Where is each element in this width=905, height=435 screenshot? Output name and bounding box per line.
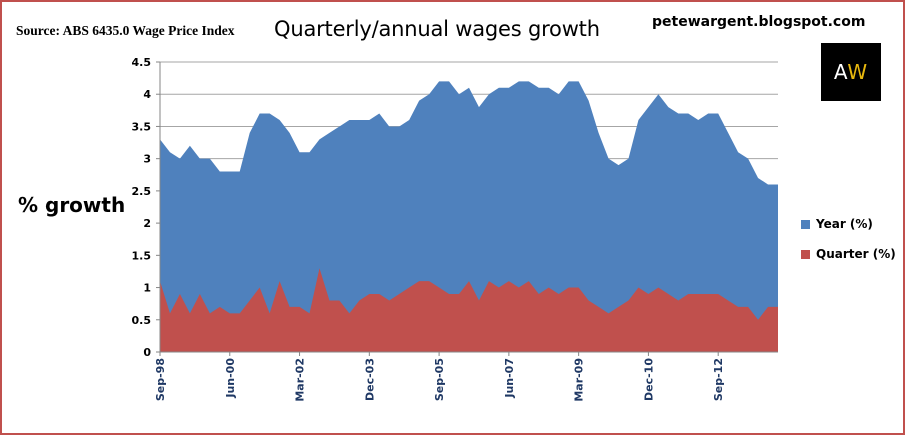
y-tick-label: 1 (143, 282, 151, 295)
legend-label-quarter: Quarter (%) (816, 247, 896, 261)
legend-swatch-quarter (801, 250, 810, 259)
blog-url: petewargent.blogspot.com (652, 14, 866, 30)
y-tick-label: 3.5 (132, 120, 152, 133)
series-area-quarter (160, 268, 778, 352)
y-axis-title: % growth (18, 193, 126, 217)
legend-label-year: Year (%) (816, 217, 873, 231)
source-note: Source: ABS 6435.0 Wage Price Index (16, 23, 235, 38)
x-tick-label: Sep-12 (712, 358, 725, 401)
logo-monogram: AW (821, 60, 881, 84)
y-tick-labels: 0 0.5 1 1.5 2 2.5 3 3.5 4 4.5 (132, 56, 160, 359)
x-tick-label: Mar-09 (573, 358, 586, 402)
y-tick-label: 2 (143, 217, 151, 230)
y-tick-label: 0.5 (132, 314, 152, 327)
x-tick-label: Jun-07 (503, 358, 516, 399)
x-tick-label: Dec-03 (363, 358, 376, 401)
y-tick-label: 4.5 (132, 56, 152, 69)
x-tick-labels: Sep-98 Jun-00 Mar-02 Dec-03 Sep-05 Jun-07 Mar-… (154, 352, 725, 402)
x-tick-label: Mar-02 (294, 358, 307, 402)
chart-title: Quarterly/annual wages growth (274, 17, 600, 41)
aw-logo: AW (821, 43, 881, 101)
y-tick-label: 3 (143, 153, 151, 166)
y-tick-label: 4 (143, 88, 151, 101)
series-area-year (160, 81, 778, 352)
axes (159, 62, 778, 353)
logo-letter-a: A (833, 60, 848, 84)
series-areas (160, 81, 778, 352)
y-tick-label: 1.5 (132, 249, 152, 262)
x-tick-label: Sep-98 (154, 358, 167, 401)
legend-swatch-year (801, 220, 810, 229)
y-tick-label: 2.5 (132, 185, 152, 198)
logo-letter-w: W (847, 60, 869, 84)
x-tick-label: Dec-10 (642, 358, 655, 401)
x-tick-label: Sep-05 (433, 358, 446, 401)
y-tick-label: 0 (143, 346, 151, 359)
legend-quarter: Quarter (%) (801, 247, 896, 261)
legend-year: Year (%) (801, 217, 873, 231)
x-tick-label: Jun-00 (224, 358, 237, 399)
